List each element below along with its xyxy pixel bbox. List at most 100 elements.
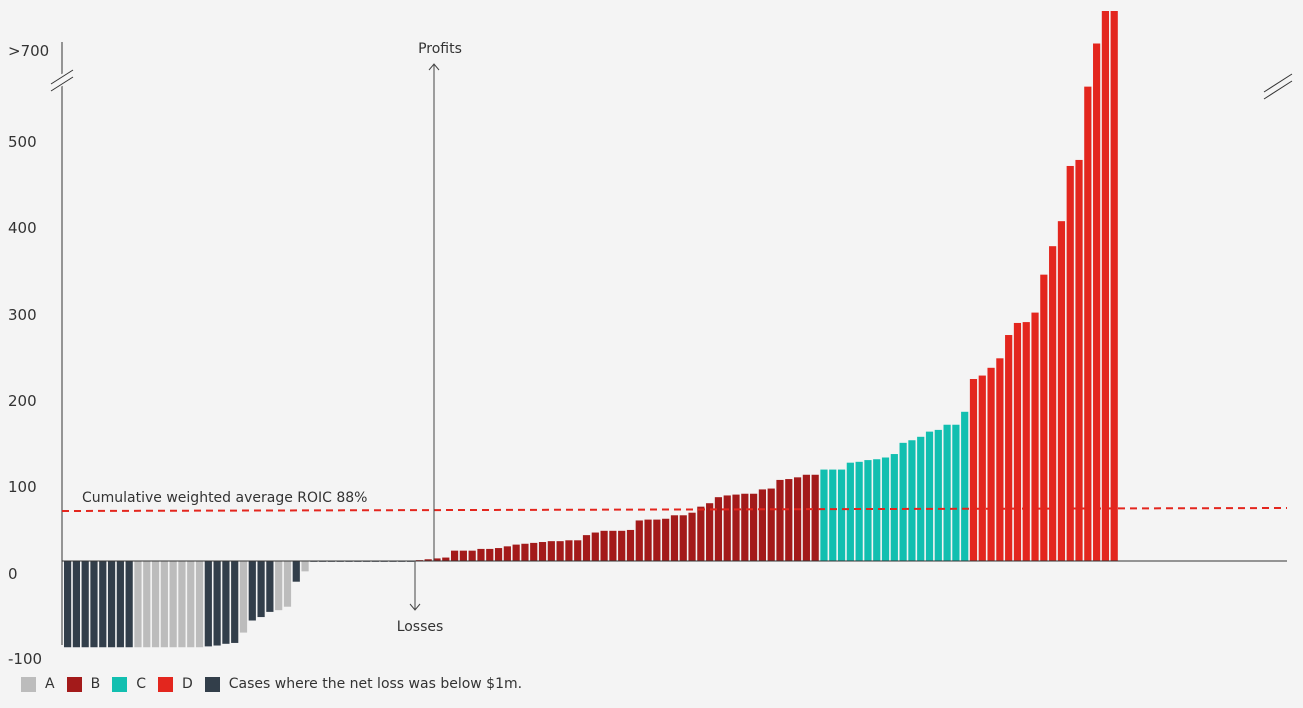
bar (644, 519, 652, 561)
bar (802, 474, 810, 561)
bar (99, 561, 107, 648)
bar (1075, 159, 1083, 561)
bar (231, 561, 239, 643)
bar (820, 469, 828, 561)
bar (486, 548, 494, 561)
bar (890, 454, 898, 561)
bar (1040, 274, 1048, 561)
bar (846, 462, 854, 561)
y-axis-ticks: >700 500 400 300 200 100 0 -100 (8, 42, 49, 668)
bar (195, 561, 204, 648)
bar (248, 561, 256, 621)
bar (257, 561, 265, 618)
bar (758, 489, 766, 561)
bar (714, 497, 723, 561)
bar (670, 515, 679, 561)
bar (187, 561, 195, 648)
bar (547, 541, 555, 561)
bar (908, 440, 916, 561)
bar (266, 561, 274, 612)
y-tick-label: -100 (8, 650, 42, 668)
legend-swatch-d (157, 676, 173, 692)
legend: A B C D Cases where the net loss was bel… (21, 673, 534, 695)
bar (301, 561, 309, 572)
bar (582, 535, 591, 562)
y-tick-label: 500 (8, 133, 37, 151)
bar (1057, 221, 1066, 562)
bar (855, 461, 863, 561)
bar (1013, 322, 1022, 561)
bar (943, 424, 951, 561)
bar (1110, 11, 1118, 561)
bar (864, 460, 872, 561)
bar (697, 506, 705, 561)
bar (283, 561, 292, 607)
bar (750, 493, 758, 561)
bar (125, 561, 133, 648)
average-line-label: Cumulative weighted average ROIC 88% (82, 490, 368, 506)
bar (134, 561, 142, 648)
bar (530, 542, 538, 561)
bar (275, 561, 283, 611)
losses-arrow (409, 561, 421, 611)
bar (160, 561, 168, 648)
bar (450, 550, 459, 561)
bar (204, 561, 212, 647)
bar (503, 546, 511, 561)
bar (881, 457, 890, 561)
bar (1084, 86, 1092, 562)
bar (829, 469, 837, 561)
bar (574, 540, 582, 561)
bar (688, 512, 696, 561)
bar (732, 494, 740, 561)
right-break-marker (1263, 70, 1295, 100)
bar (116, 561, 124, 648)
bar (987, 367, 995, 561)
y-axis-break-marker (49, 67, 77, 92)
bar (90, 561, 98, 648)
bar (72, 561, 80, 648)
bar (934, 429, 942, 561)
bar (969, 379, 978, 561)
bar (793, 477, 802, 561)
bar (618, 530, 626, 561)
bar (292, 561, 300, 582)
legend-swatch-b (66, 676, 82, 692)
bar (1093, 43, 1101, 561)
bar (538, 542, 547, 561)
y-tick-label: 200 (8, 392, 37, 410)
bar (556, 541, 564, 561)
bar (178, 561, 186, 648)
bar (1031, 312, 1039, 561)
bar (811, 474, 819, 561)
bar (626, 529, 635, 561)
bars (64, 11, 1118, 648)
bar (873, 459, 881, 561)
bar (151, 561, 160, 648)
bar (1049, 246, 1057, 561)
bar (433, 558, 441, 561)
legend-swatch-c (112, 676, 128, 692)
bar (1101, 11, 1110, 561)
bar (1005, 335, 1013, 561)
y-tick-label: 400 (8, 219, 37, 237)
bar (679, 515, 687, 561)
bar (468, 550, 476, 561)
bar (591, 532, 599, 561)
bar (81, 561, 89, 648)
bar (222, 561, 230, 644)
legend-label-b: B (90, 676, 101, 692)
bar (143, 561, 151, 648)
bar (477, 548, 485, 561)
bar (565, 540, 573, 561)
bar (459, 550, 467, 561)
y-tick-label: 300 (8, 306, 37, 324)
legend-label-d: D (181, 676, 193, 692)
bar (767, 488, 775, 561)
bar (239, 561, 248, 633)
bar (494, 548, 503, 561)
legend-swatch-a (21, 676, 36, 692)
bar (600, 530, 608, 561)
bar (952, 424, 960, 561)
